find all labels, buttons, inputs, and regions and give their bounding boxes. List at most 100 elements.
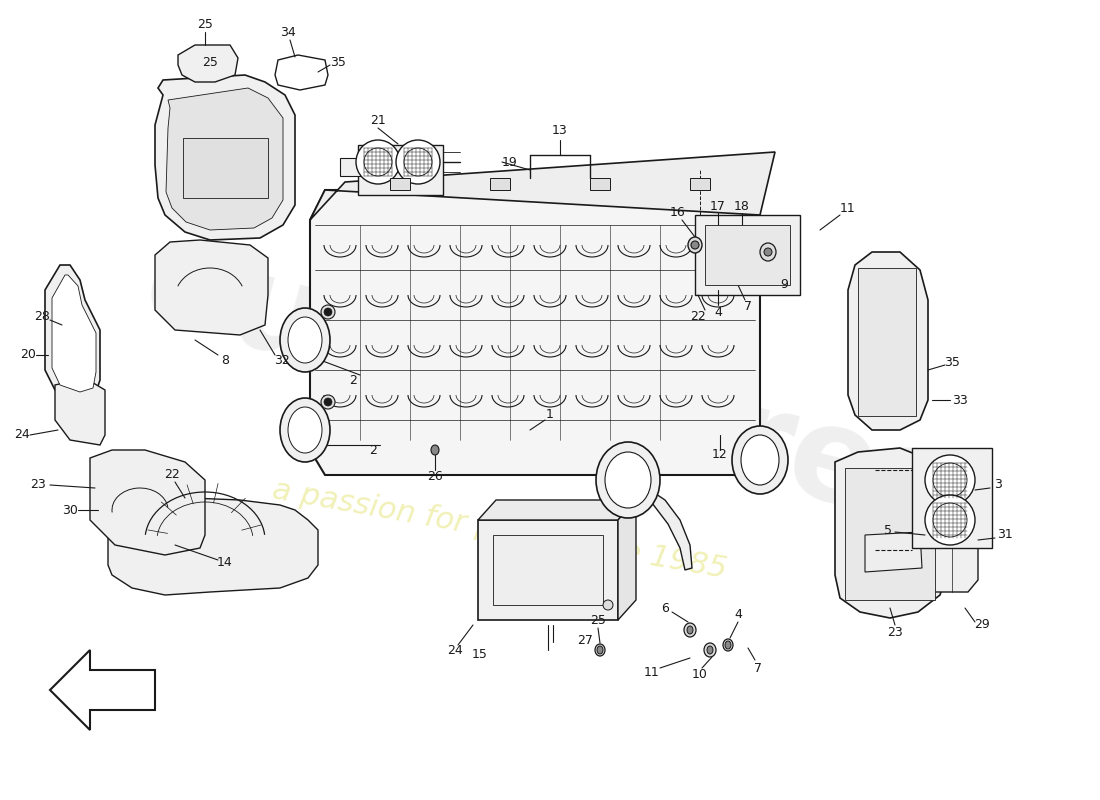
Text: 5: 5 <box>884 523 892 537</box>
Text: 22: 22 <box>164 469 180 482</box>
Polygon shape <box>166 88 283 230</box>
Polygon shape <box>52 275 96 392</box>
Text: 1: 1 <box>546 409 554 422</box>
Polygon shape <box>50 650 155 730</box>
Text: 31: 31 <box>997 529 1013 542</box>
Polygon shape <box>930 478 978 592</box>
Bar <box>340 158 362 176</box>
Text: 29: 29 <box>975 618 990 631</box>
Ellipse shape <box>691 241 698 249</box>
Ellipse shape <box>597 646 603 654</box>
Bar <box>478 520 618 620</box>
Text: 35: 35 <box>944 355 960 369</box>
Bar <box>183 138 268 198</box>
Polygon shape <box>178 45 238 82</box>
Bar <box>490 178 510 190</box>
Ellipse shape <box>280 398 330 462</box>
Text: 19: 19 <box>502 155 518 169</box>
Text: 21: 21 <box>370 114 386 126</box>
Ellipse shape <box>356 140 400 184</box>
Text: 4: 4 <box>714 306 722 318</box>
Text: 15: 15 <box>472 649 488 662</box>
Text: 25: 25 <box>197 18 213 31</box>
Text: 16: 16 <box>670 206 686 219</box>
Bar <box>390 178 410 190</box>
Bar <box>858 268 916 416</box>
Ellipse shape <box>741 435 779 485</box>
Text: 3: 3 <box>994 478 1002 491</box>
Ellipse shape <box>596 442 660 518</box>
Text: 34: 34 <box>280 26 296 38</box>
Ellipse shape <box>732 426 788 494</box>
Polygon shape <box>835 448 948 618</box>
Text: 25: 25 <box>590 614 606 626</box>
Text: 14: 14 <box>217 555 233 569</box>
Ellipse shape <box>760 243 775 261</box>
Text: 20: 20 <box>20 349 36 362</box>
Text: 11: 11 <box>645 666 660 678</box>
Text: 30: 30 <box>62 503 78 517</box>
Text: 10: 10 <box>692 669 708 682</box>
Text: 8: 8 <box>221 354 229 366</box>
Ellipse shape <box>925 455 975 505</box>
Polygon shape <box>618 500 636 620</box>
Text: 33: 33 <box>953 394 968 406</box>
Bar <box>493 535 603 605</box>
Bar <box>590 178 610 190</box>
Text: 25: 25 <box>202 55 218 69</box>
Polygon shape <box>90 450 205 555</box>
Ellipse shape <box>324 398 332 406</box>
Text: 6: 6 <box>661 602 669 614</box>
Text: 9: 9 <box>780 278 788 291</box>
Ellipse shape <box>933 463 967 497</box>
Text: 32: 32 <box>274 354 290 366</box>
Text: 28: 28 <box>34 310 50 322</box>
Polygon shape <box>865 532 922 572</box>
Ellipse shape <box>725 641 732 649</box>
Ellipse shape <box>324 308 332 316</box>
Ellipse shape <box>404 148 432 176</box>
Ellipse shape <box>764 248 772 256</box>
Ellipse shape <box>925 495 975 545</box>
Bar <box>845 468 935 600</box>
Text: 22: 22 <box>690 310 706 322</box>
Text: 24: 24 <box>14 429 30 442</box>
Text: a passion for parts since 1985: a passion for parts since 1985 <box>271 476 729 584</box>
Ellipse shape <box>280 308 330 372</box>
Polygon shape <box>108 455 318 595</box>
Polygon shape <box>155 75 295 240</box>
Text: 18: 18 <box>734 199 750 213</box>
Polygon shape <box>638 490 692 570</box>
Ellipse shape <box>595 644 605 656</box>
Text: 24: 24 <box>447 643 463 657</box>
Polygon shape <box>478 500 636 520</box>
Ellipse shape <box>933 503 967 537</box>
Text: 7: 7 <box>744 301 752 314</box>
Bar <box>358 145 443 195</box>
Ellipse shape <box>396 140 440 184</box>
Polygon shape <box>310 152 776 220</box>
Text: 27: 27 <box>578 634 593 646</box>
Text: 11: 11 <box>840 202 856 214</box>
Text: 23: 23 <box>30 478 46 491</box>
Text: 12: 12 <box>712 449 728 462</box>
Text: eurospares: eurospares <box>131 221 969 559</box>
Text: 2: 2 <box>349 374 356 386</box>
Ellipse shape <box>321 395 336 409</box>
Ellipse shape <box>704 643 716 657</box>
Text: 13: 13 <box>552 123 568 137</box>
Ellipse shape <box>605 452 651 508</box>
Polygon shape <box>848 252 928 430</box>
Ellipse shape <box>431 445 439 455</box>
Text: 7: 7 <box>754 662 762 674</box>
Polygon shape <box>45 265 100 400</box>
Ellipse shape <box>288 317 322 363</box>
Ellipse shape <box>723 639 733 651</box>
Bar <box>912 448 992 548</box>
Ellipse shape <box>321 305 336 319</box>
Text: 2: 2 <box>370 443 377 457</box>
Bar <box>690 178 710 190</box>
Ellipse shape <box>603 600 613 610</box>
Ellipse shape <box>688 237 702 253</box>
Polygon shape <box>155 240 268 335</box>
